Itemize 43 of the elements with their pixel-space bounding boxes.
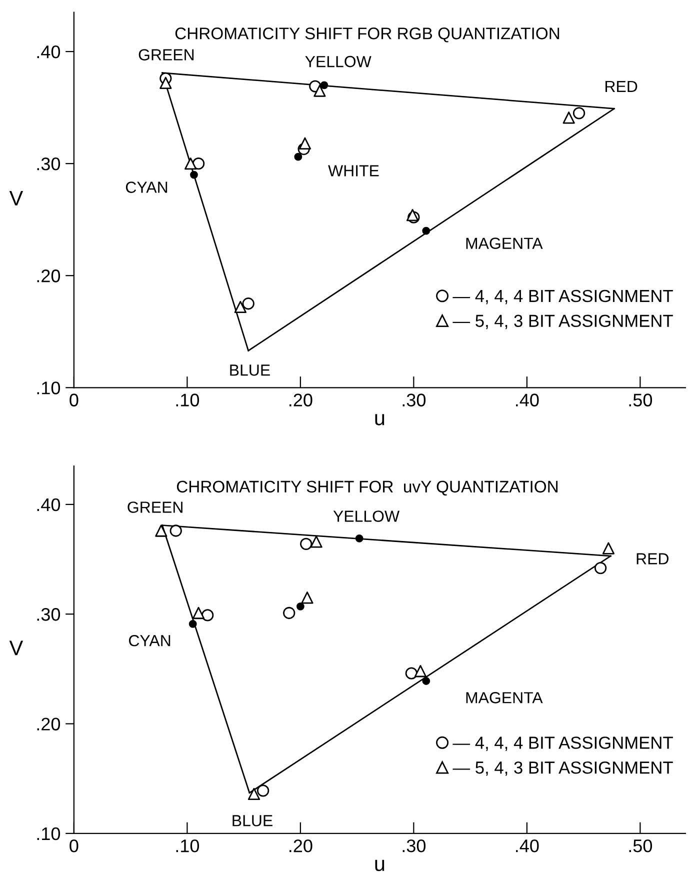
text: CHROMATICITY SHIFT FOR RGB QUANTIZATION <box>175 28 560 42</box>
annotation: RED <box>636 553 668 564</box>
x-tick-label: .20 <box>290 394 312 406</box>
annotation: CYAN <box>126 182 168 193</box>
x-tick-label: 0 <box>70 839 78 852</box>
y-tick-label: .30 <box>37 158 60 170</box>
y-tick-label: .20 <box>37 718 60 730</box>
annotation: GREEN <box>138 49 194 60</box>
x-axis-title: u <box>375 860 384 872</box>
annotation: WHITE <box>328 165 379 176</box>
y-axis-title: V <box>9 640 24 656</box>
annotation: GREEN <box>128 502 182 513</box>
annotation: MAGENTA <box>466 238 543 249</box>
legend-label: — 4, 4, 4 BIT ASSIGNMENT <box>452 736 673 751</box>
x-tick-label: .20 <box>290 839 312 852</box>
annotation: RED <box>606 80 638 92</box>
text: CHROMATICITY SHIFT FOR uvY QUANTIZATION <box>176 480 558 496</box>
x-tick-label: .30 <box>402 839 426 852</box>
annotation: BLUE <box>232 815 272 826</box>
x-tick-label: .50 <box>629 839 652 852</box>
x-tick-label: 0 <box>70 394 78 406</box>
legend-label: — 5, 4, 3 BIT ASSIGNMENT <box>452 761 673 776</box>
y-tick-label: .30 <box>37 608 60 621</box>
x-tick-label: .30 <box>402 394 426 406</box>
x-tick-label: .10 <box>176 839 200 852</box>
annotation: MAGENTA <box>466 692 543 704</box>
annotation: YELLOW <box>333 510 400 522</box>
annotation: YELLOW <box>305 56 372 68</box>
y-tick-label: .40 <box>37 45 60 58</box>
x-tick-label: .10 <box>176 394 200 406</box>
y-tick-label: .40 <box>37 498 60 512</box>
x-tick-label: .50 <box>629 394 652 406</box>
y-tick-label: .10 <box>37 382 60 394</box>
x-tick-label: .40 <box>516 394 539 406</box>
y-tick-label: .10 <box>37 827 60 840</box>
y-axis-title: V <box>9 191 24 206</box>
legend-label: — 4, 4, 4 BIT ASSIGNMENT <box>452 290 673 304</box>
y-tick-label: .20 <box>37 270 60 282</box>
legend-label: — 5, 4, 3 BIT ASSIGNMENT <box>452 314 673 330</box>
x-tick-label: .40 <box>516 839 539 852</box>
annotation: CYAN <box>129 635 170 646</box>
x-axis-title: u <box>375 414 384 426</box>
annotation: BLUE <box>230 364 270 376</box>
